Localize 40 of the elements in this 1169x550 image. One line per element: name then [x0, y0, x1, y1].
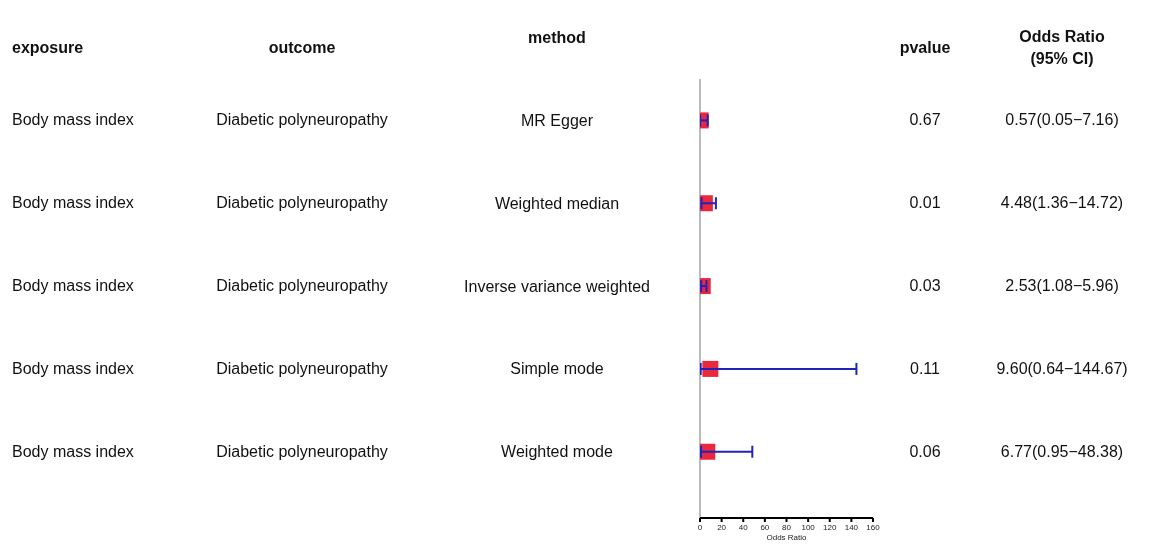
text: 0.06	[909, 442, 941, 460]
data-label: 2.53(1.08−5.96)	[1004, 276, 1120, 297]
y-tick-label: Simple mode	[510, 360, 604, 378]
text: Body mass index	[12, 194, 134, 212]
text: Diabetic polyneuropathy	[215, 193, 389, 214]
text: 0.01	[909, 194, 941, 212]
text: pvalue	[899, 39, 951, 56]
x-tick-label: 40	[738, 522, 749, 532]
text: Diabetic polyneuropathy	[215, 441, 389, 462]
text: exposure	[12, 38, 85, 58]
text: Diabetic polyneuropathy	[215, 276, 389, 297]
y-tick-label: Weighted mode	[501, 443, 613, 461]
text: Diabetic polyneuropathy	[215, 358, 389, 379]
x-tick-label: 60	[760, 522, 770, 532]
text: Odds Ratio (95% CI)	[1018, 27, 1106, 69]
text: Body mass index	[12, 277, 134, 295]
data-label: 4.48(1.36−14.72)	[999, 193, 1125, 214]
text: 0.67	[909, 111, 941, 129]
x-tick-label: 120	[823, 522, 837, 532]
text: Body mass index	[12, 111, 134, 129]
x-tick-label: 0	[697, 522, 703, 532]
x-tick-label: 20	[717, 522, 727, 532]
text: Diabetic polyneuropathy	[215, 110, 389, 131]
y-tick-label: Weighted median	[494, 194, 620, 212]
text: Body mass index	[12, 359, 134, 377]
data-label: 6.77(0.95−48.38)	[999, 441, 1125, 462]
y-tick-label: Inverse variance weighted	[464, 277, 650, 295]
x-tick-label: 80	[782, 522, 792, 532]
x-tick-label: 100	[801, 522, 816, 532]
y-tick-label: MR Egger	[520, 111, 594, 129]
data-label: 0.57(0.05−7.16)	[1004, 110, 1120, 131]
text: outcome	[267, 38, 337, 58]
x-tick-label: 140	[844, 522, 859, 532]
text: 0.03	[909, 277, 941, 295]
x-axis-title: Odds Ratio	[766, 533, 808, 542]
data-label: 9.60(0.64−144.67)	[995, 358, 1129, 379]
text: 0.11	[910, 359, 940, 377]
text: Body mass index	[12, 442, 134, 460]
y-axis-title: method	[527, 28, 587, 48]
x-tick-label: 160	[866, 522, 881, 532]
